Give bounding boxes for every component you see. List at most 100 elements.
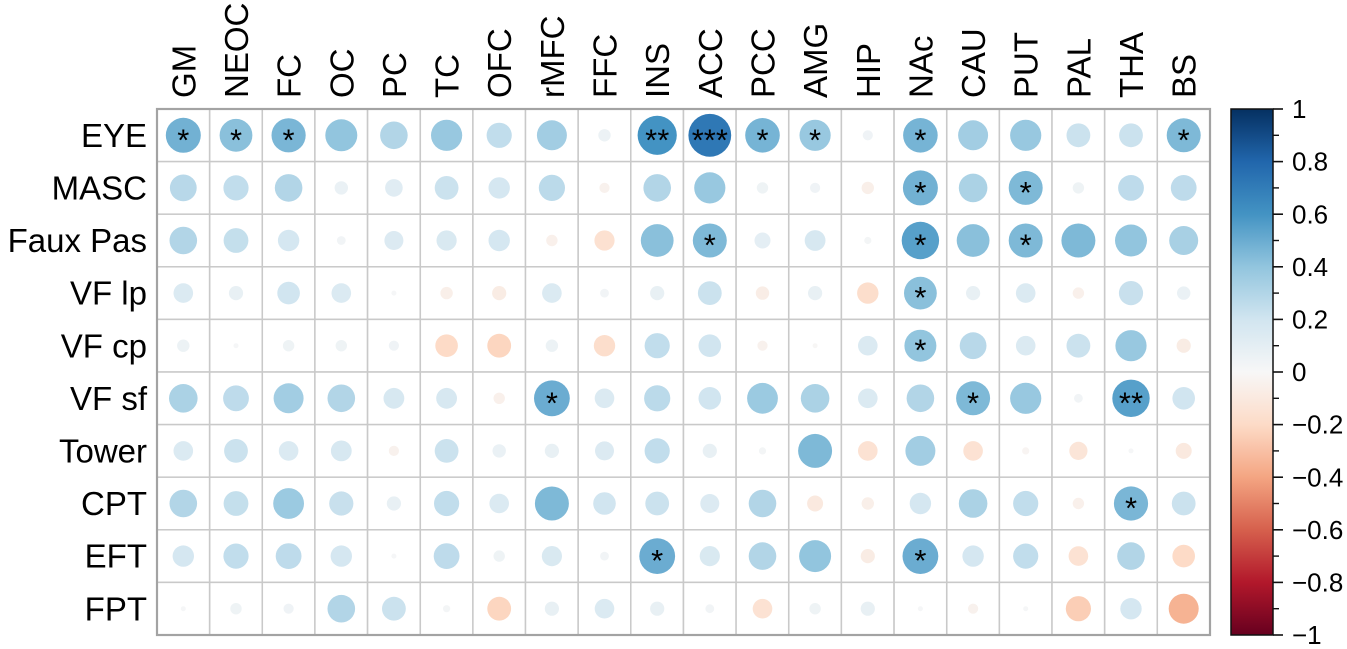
correlation-circle [1170, 175, 1197, 201]
correlation-circle [1015, 283, 1036, 303]
significance-star-label: ** [645, 122, 669, 157]
correlation-circle [273, 383, 304, 414]
correlation-circle [331, 283, 352, 303]
correlation-circle [223, 228, 249, 253]
column-label: FFC [587, 34, 624, 98]
colorbar-tick-label: 0.4 [1292, 252, 1328, 282]
column-label: rMFC [534, 16, 571, 98]
correlation-circle [545, 339, 559, 352]
correlation-circle [705, 604, 715, 614]
correlation-circle [798, 433, 833, 468]
correlation-circle [386, 496, 401, 511]
row-label: EYE [81, 117, 147, 154]
correlation-circle [327, 384, 356, 413]
correlation-circle [702, 443, 717, 458]
correlation-circle [1072, 497, 1085, 510]
correlation-circle [905, 435, 936, 466]
correlation-circle [493, 392, 505, 404]
column-label: NEOC [218, 3, 255, 98]
correlation-circle [173, 283, 194, 303]
matrix-cell [998, 266, 1053, 321]
correlation-circle [488, 229, 510, 252]
correlation-circles [165, 113, 1201, 624]
correlation-circle [1128, 448, 1134, 454]
correlation-circle [1072, 287, 1085, 299]
correlation-circle [383, 387, 405, 409]
correlation-circle [812, 343, 818, 349]
correlation-circle [799, 119, 831, 151]
significance-star-label: * [914, 175, 926, 210]
correlation-circle [694, 172, 726, 204]
correlation-circle [643, 174, 671, 202]
correlation-circle [858, 388, 878, 409]
significance-stars: * * * ** *** * * * ** ** * **** * **** * [177, 122, 1189, 578]
correlation-circle [434, 176, 459, 200]
correlation-circle [639, 538, 676, 574]
correlation-circle [1168, 593, 1199, 624]
correlation-circle [593, 492, 616, 515]
correlation-circle [278, 441, 299, 461]
correlation-circle [858, 335, 878, 356]
correlation-circle [228, 286, 244, 301]
correlation-circle [165, 117, 201, 153]
correlation-circle [650, 601, 665, 616]
correlation-circle [858, 441, 878, 461]
correlation-circle [172, 545, 194, 567]
correlation-circle [800, 384, 830, 413]
row-label: EFT [85, 538, 147, 575]
correlation-circle [489, 493, 510, 514]
correlation-circle [1008, 170, 1043, 205]
column-label: PC [376, 52, 413, 98]
correlation-circle [906, 384, 935, 413]
correlation-circle [330, 440, 352, 462]
correlation-circle [640, 224, 674, 257]
correlation-circle [1175, 442, 1192, 459]
correlation-circle [169, 226, 198, 255]
correlation-circle [688, 113, 732, 157]
correlation-circle [1113, 486, 1149, 521]
colorbar-tick-label: −0.6 [1292, 515, 1343, 545]
correlation-circle [388, 445, 399, 456]
correlation-circle [1119, 123, 1143, 148]
significance-star-label: ** [1119, 385, 1143, 420]
correlation-circle [903, 118, 938, 153]
correlation-circle [962, 545, 984, 567]
correlation-circle [808, 286, 823, 301]
colorbar: 1 0.8 0.6 0.4 0.2 0 −0.2 −0.4 −0.6 −0.8 −1 [1230, 94, 1343, 649]
column-label: NAc [902, 36, 939, 98]
correlation-circle [755, 286, 770, 300]
column-label: FC [271, 54, 308, 98]
colorbar-tick-label: 0.8 [1292, 147, 1328, 177]
colorbar-tick-label: −0.4 [1292, 462, 1343, 492]
colorbar-tick-label: −0.2 [1292, 410, 1343, 440]
correlation-circle [917, 606, 923, 612]
row-label: FPT [85, 590, 147, 627]
significance-star-label: * [1020, 228, 1032, 263]
correlation-circle [433, 543, 460, 569]
correlation-circle [435, 334, 458, 358]
correlation-circle [1115, 330, 1147, 362]
column-label: OC [323, 49, 360, 99]
correlation-circle [756, 182, 769, 194]
correlation-circle [857, 282, 879, 304]
column-labels: GM NEOC FC OC PC TC OFC rMFC FFC INS ACC PCC AMG HIP N… [165, 3, 1202, 98]
correlation-circle [1118, 175, 1144, 201]
correlation-circle [958, 173, 988, 203]
correlation-circle [804, 230, 826, 251]
correlation-circle [1013, 490, 1039, 517]
correlation-circle [757, 340, 768, 351]
significance-star-label: * [756, 122, 768, 157]
correlation-circle [956, 381, 991, 416]
correlation-circle [534, 486, 569, 521]
correlation-circle [901, 221, 940, 260]
correlation-circle [273, 488, 304, 519]
correlation-circle [334, 181, 348, 195]
column-label: THA [1113, 32, 1150, 98]
column-label: INS [639, 43, 676, 98]
significance-star-label: * [704, 228, 716, 263]
correlation-circle [1172, 544, 1195, 568]
correlation-circle [1013, 543, 1039, 569]
correlation-circle [382, 596, 406, 621]
correlation-circle [902, 538, 939, 574]
